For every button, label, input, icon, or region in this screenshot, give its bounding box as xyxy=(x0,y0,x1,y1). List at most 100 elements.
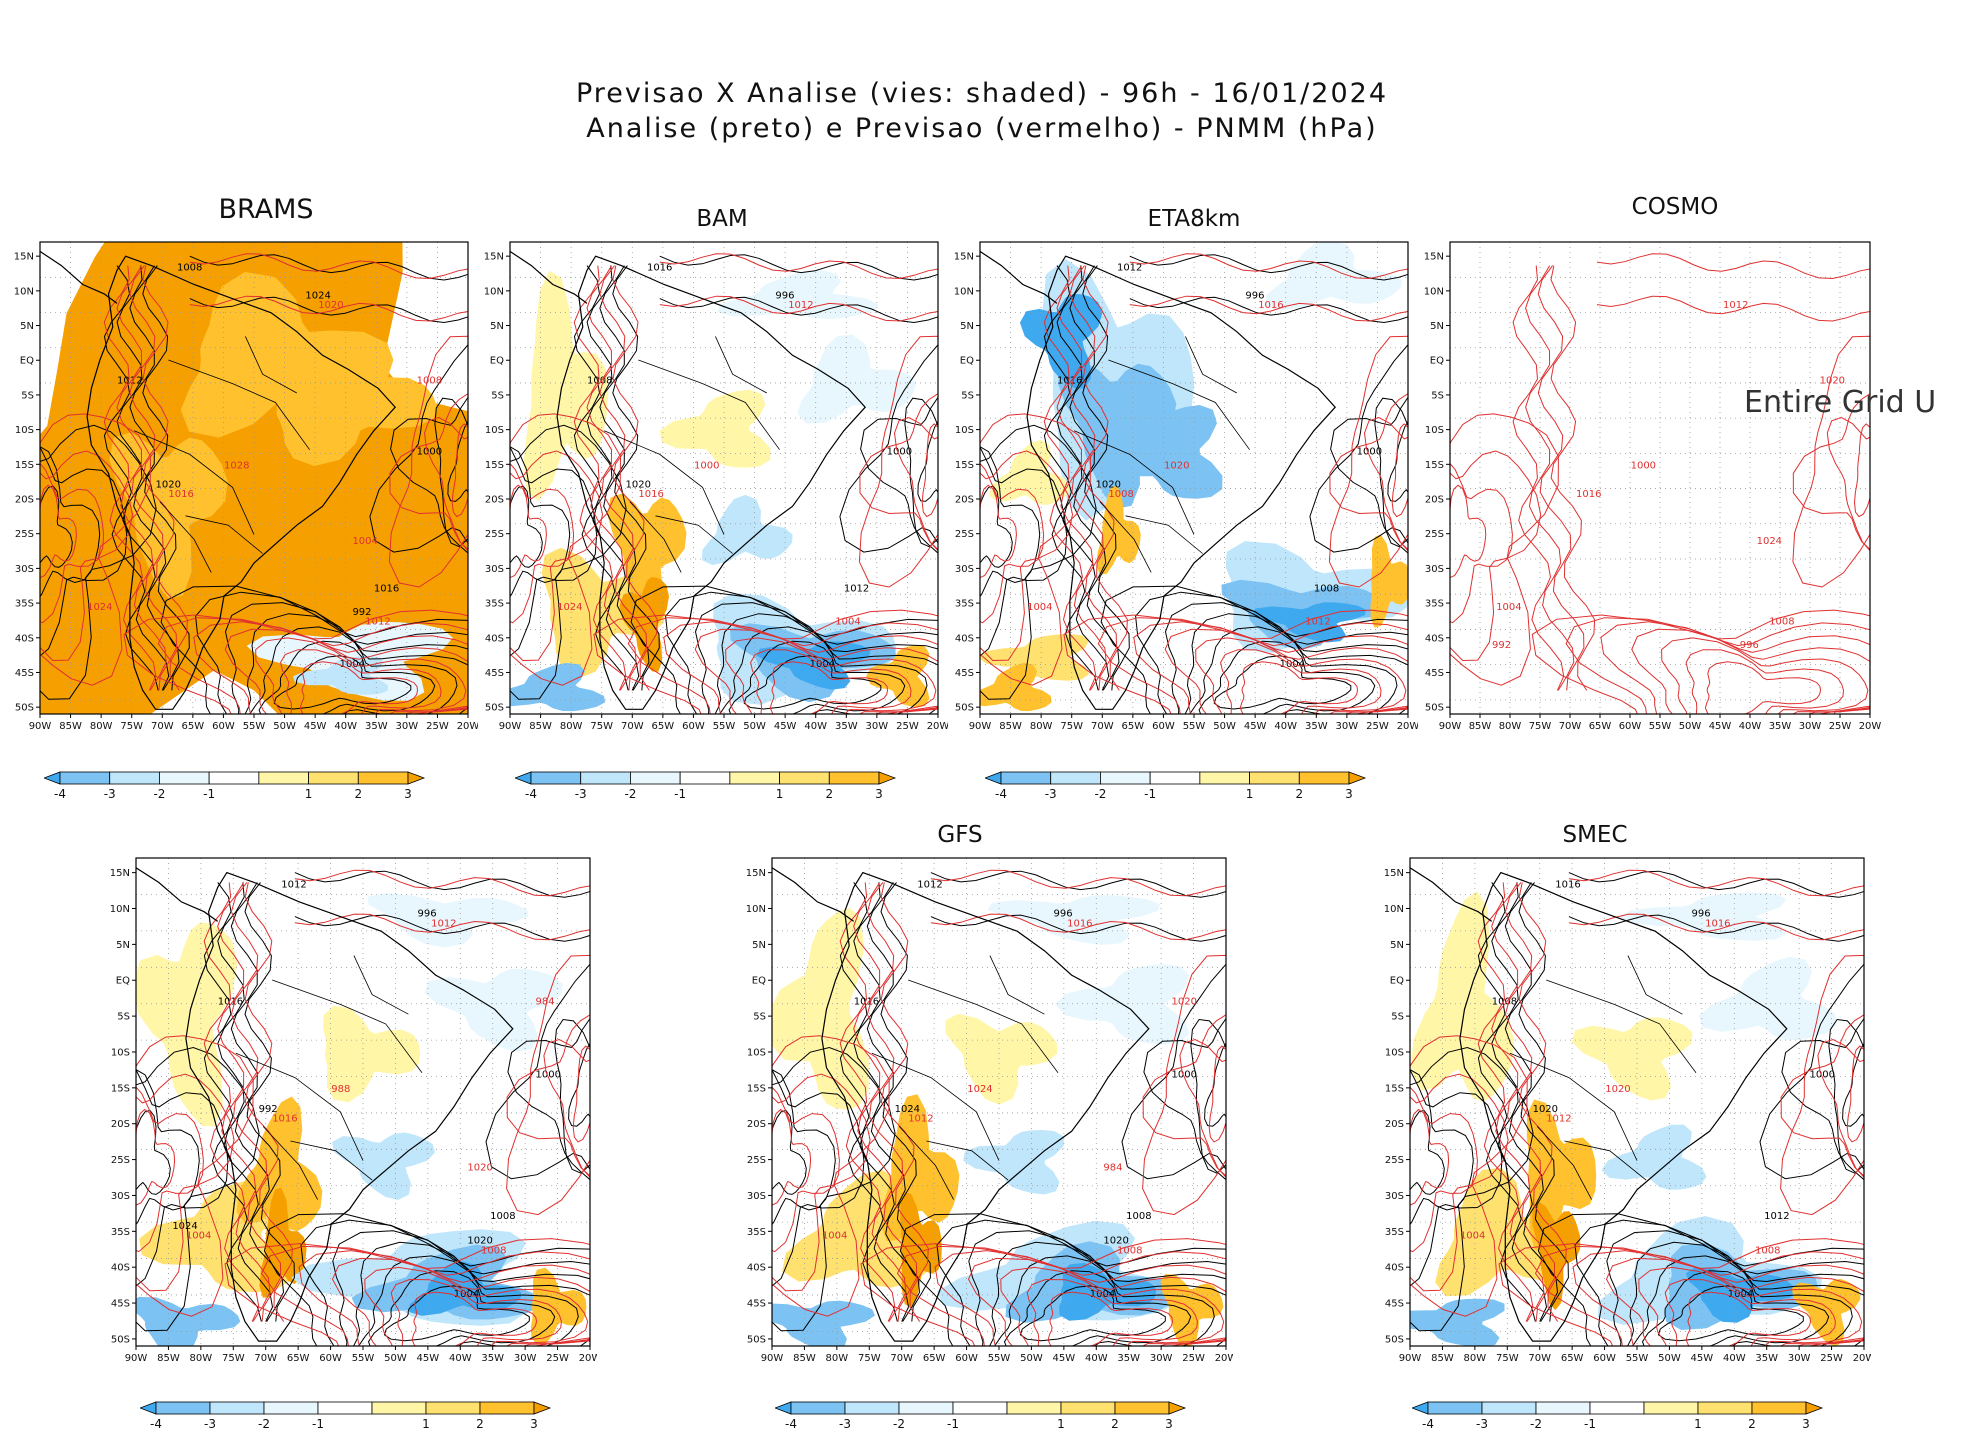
lat-tick-label: 15S xyxy=(485,460,504,471)
isobar xyxy=(980,485,1013,568)
country-border xyxy=(871,1052,1000,1161)
lat-tick-label: 40S xyxy=(485,633,504,644)
isobar xyxy=(1550,265,1596,691)
south-america-coast xyxy=(1026,255,1337,710)
lat-tick-label: 45S xyxy=(485,668,504,679)
isobar xyxy=(1780,1014,1864,1177)
lon-tick-label: 40W xyxy=(449,1353,472,1364)
isobar xyxy=(1026,1278,1198,1346)
isobar-label: 1012 xyxy=(1723,300,1748,311)
isobar-label: 1000 xyxy=(1172,1070,1197,1081)
isobar xyxy=(1330,396,1408,554)
colorbar-segment xyxy=(109,771,160,785)
lon-tick-label: 60W xyxy=(682,721,705,732)
isobar-label: 1016 xyxy=(854,996,879,1007)
isobar xyxy=(772,1109,807,1195)
isobar xyxy=(447,420,468,502)
colorbar-label: -1 xyxy=(312,1417,324,1431)
lon-tick-label: 50W xyxy=(384,1353,407,1364)
isobar xyxy=(1568,870,1864,898)
colorbar-segment xyxy=(679,771,731,785)
isobar xyxy=(506,954,590,1216)
isobar-label: 1000 xyxy=(1631,461,1656,472)
central-america-coast xyxy=(1410,867,1493,922)
colorbar-segment xyxy=(1114,1401,1170,1415)
isobar-label: 1004 xyxy=(810,659,835,670)
country-border xyxy=(908,979,1059,1073)
lon-tick-label: 20W xyxy=(927,721,948,732)
bias-area xyxy=(659,389,771,468)
colorbar-label: -1 xyxy=(203,787,215,801)
lon-tick-label: 50W xyxy=(1020,1353,1043,1364)
lat-tick-label: 25S xyxy=(1425,529,1444,540)
isobars-forecast: 1016 1008 1012 1004 1020 xyxy=(980,253,1408,714)
isobar xyxy=(383,1285,530,1342)
country-border xyxy=(655,515,733,554)
isobar xyxy=(1537,1213,1864,1346)
lon-tick-label: 45W xyxy=(1053,1353,1076,1364)
isobar-label: 1012 xyxy=(1546,1114,1571,1125)
latitude-ticks: 15N 10N 5N EQ 5S 10S 15S 20S 25S 30S 35S 40S 45S 50S xyxy=(484,252,510,714)
colorbar-label: -1 xyxy=(1584,1417,1596,1431)
isobar xyxy=(411,1291,538,1346)
lon-tick-label: 25W xyxy=(896,721,919,732)
lat-tick-label: EQ xyxy=(20,356,34,367)
lat-tick-label: EQ xyxy=(1430,356,1444,367)
lat-tick-label: 5N xyxy=(490,321,504,332)
isobar xyxy=(980,413,1092,686)
lat-tick-label: 30S xyxy=(955,564,974,575)
lon-tick-label: 55W xyxy=(988,1353,1011,1364)
lon-tick-label: 90W xyxy=(499,721,522,732)
isobar xyxy=(1491,882,1545,1322)
isobar xyxy=(1100,585,1408,714)
isobar-label: 1008 xyxy=(1314,583,1339,594)
isobar xyxy=(1133,621,1408,714)
lon-tick-label: 35W xyxy=(1755,1353,1778,1364)
country-border xyxy=(1108,359,1250,450)
isobar-label: 996 xyxy=(1691,909,1710,920)
isobar xyxy=(1164,628,1408,714)
isobar xyxy=(659,295,938,322)
lon-tick-label: 25W xyxy=(1820,1353,1843,1364)
isobar xyxy=(1410,1108,1450,1206)
lon-tick-label: 60W xyxy=(1619,721,1642,732)
longitude-ticks: 90W 85W 80W 75W 70W 65W 60W 55W 50W 45W 40W 35W 30W 2… xyxy=(1439,714,1881,732)
isobar xyxy=(40,424,157,700)
lon-tick-label: 50W xyxy=(1213,721,1236,732)
colorbar-tip-left xyxy=(515,771,532,785)
isobar-label: 1024 xyxy=(1757,536,1782,547)
map-panel-eta8km: 1012101610081004100099610201016100810121… xyxy=(954,241,1418,732)
lat-tick-label: 40S xyxy=(111,1263,130,1274)
map-panel-bam: 1016100810121004100099610201012101610041… xyxy=(484,241,948,732)
isobar xyxy=(665,591,938,714)
isobar-label: 1016 xyxy=(272,1114,297,1125)
isobar xyxy=(258,640,436,714)
lon-tick-label: 30W xyxy=(866,721,889,732)
isobar xyxy=(244,882,295,1322)
isobar xyxy=(659,296,938,324)
isobar xyxy=(1826,416,1870,552)
isobar xyxy=(839,344,938,553)
colorbar-label: 2 xyxy=(476,1417,484,1431)
central-america-coast xyxy=(510,250,588,304)
lat-tick-label: 10N xyxy=(14,286,34,297)
isobar-label: 1024 xyxy=(967,1084,992,1095)
lon-tick-label: 35W xyxy=(1305,721,1328,732)
isobar xyxy=(299,661,419,714)
isobar xyxy=(263,1213,590,1346)
map-panel-gfs: 1012101610081004100099610241020101610121… xyxy=(746,857,1233,1364)
isobar-label: 1012 xyxy=(1764,1211,1789,1222)
colorbar-segment xyxy=(263,1401,319,1415)
lon-tick-label: 70W xyxy=(1528,1353,1551,1364)
lon-tick-label: 65W xyxy=(1561,1353,1584,1364)
colorbar-label: -2 xyxy=(153,787,165,801)
isobar-label: 1020 xyxy=(1820,376,1845,387)
bias-area xyxy=(109,432,228,599)
isobar xyxy=(866,882,921,1322)
map-field: 1012 1016 1008 1004 1000 1020 1024 996 992 xyxy=(1450,242,1870,714)
coastlines xyxy=(40,250,397,710)
lon-tick-label: 30W xyxy=(1336,721,1359,732)
colorbar-tip-left xyxy=(775,1401,792,1415)
isobar-label: 1024 xyxy=(305,291,330,302)
isobar-label: 984 xyxy=(1103,1162,1122,1173)
